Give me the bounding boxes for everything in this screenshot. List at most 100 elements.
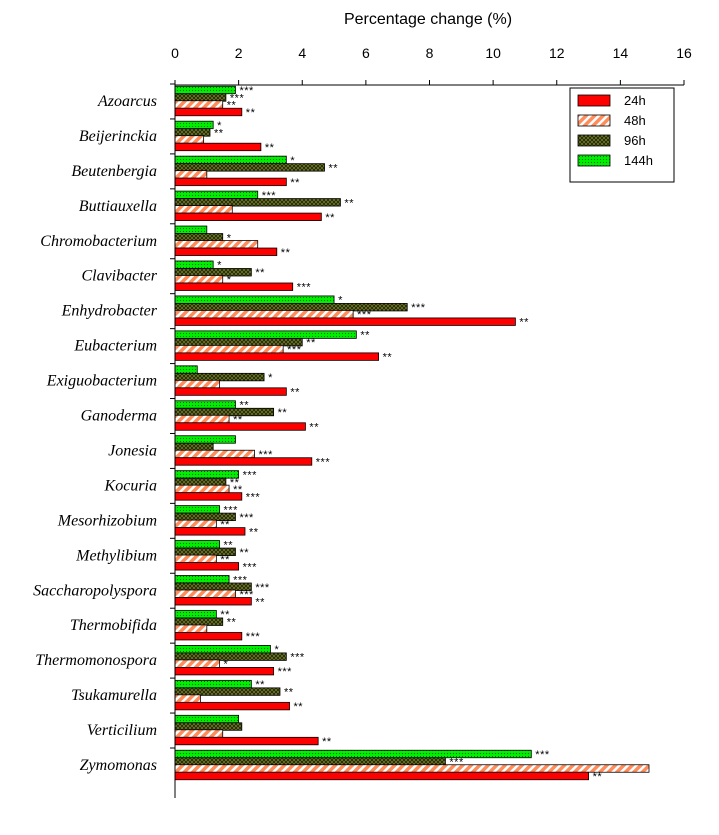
bar-48h xyxy=(174,449,255,459)
bar-48h xyxy=(174,240,259,249)
bar-24h xyxy=(174,387,287,396)
significance-marker: *** xyxy=(278,666,293,678)
bar-144h xyxy=(174,295,335,304)
bar-144h xyxy=(174,575,230,584)
significance-marker: ** xyxy=(593,771,603,783)
category-label: Thermobifida xyxy=(70,617,157,634)
legend-swatch-144h xyxy=(577,154,611,167)
category-label: Enhydrobacter xyxy=(61,303,158,320)
significance-marker: *** xyxy=(297,282,312,294)
bar-24h xyxy=(174,597,252,606)
bar-96h xyxy=(174,652,287,661)
significance-marker: ** xyxy=(294,701,304,713)
bar-48h xyxy=(174,100,224,109)
bar-48h xyxy=(174,729,224,738)
category-label: Azoarcus xyxy=(97,93,157,110)
significance-marker: *** xyxy=(290,652,305,664)
x-tick-label: 12 xyxy=(549,45,565,61)
significance-marker: ** xyxy=(344,197,354,209)
bar-24h xyxy=(174,492,243,501)
significance-marker: *** xyxy=(411,302,426,314)
bar-48h xyxy=(174,589,236,598)
bar-24h xyxy=(174,317,516,326)
bar-96h xyxy=(174,372,265,382)
bar-24h xyxy=(174,667,275,676)
category-label: Buttiauxella xyxy=(79,198,157,215)
significance-marker: ** xyxy=(519,317,529,329)
significance-marker: *** xyxy=(316,456,331,468)
bar-144h xyxy=(174,435,236,444)
bar-24h xyxy=(174,422,306,431)
bar-96h xyxy=(174,303,408,312)
bar-24h xyxy=(174,457,313,466)
bar-24h xyxy=(174,282,294,291)
bar-96h xyxy=(174,407,275,417)
x-tick-label: 8 xyxy=(426,45,434,61)
bar-24h xyxy=(174,771,589,781)
significance-marker: ** xyxy=(329,162,339,174)
significance-marker: ** xyxy=(255,596,265,608)
bar-24h xyxy=(174,736,319,746)
bar-96h xyxy=(174,93,227,102)
category-label: Ganoderma xyxy=(81,408,157,425)
bar-48h xyxy=(174,519,217,529)
bar-48h xyxy=(174,764,650,773)
bar-144h xyxy=(174,610,217,619)
significance-marker: *** xyxy=(239,85,254,97)
bar-144h xyxy=(174,645,271,654)
significance-marker: * xyxy=(290,155,295,167)
significance-marker: ** xyxy=(309,422,319,434)
category-label: Zymomonas xyxy=(80,757,157,774)
significance-marker: * xyxy=(224,659,229,671)
significance-marker: ** xyxy=(278,407,288,419)
bar-24h xyxy=(174,212,322,221)
bar-96h xyxy=(174,477,227,487)
bar-144h xyxy=(174,190,259,199)
significance-marker: ** xyxy=(249,526,259,538)
bar-96h xyxy=(174,198,341,207)
significance-marker: ** xyxy=(281,247,291,259)
category-label: Exiguobacterium xyxy=(46,373,157,390)
significance-marker: *** xyxy=(535,749,550,761)
bar-24h xyxy=(174,177,287,187)
bar-24h xyxy=(174,562,240,571)
bar-48h xyxy=(174,135,205,144)
category-label: Saccharopolyspora xyxy=(33,582,157,599)
bar-96h xyxy=(174,128,211,137)
bar-144h xyxy=(174,714,240,724)
significance-marker: ** xyxy=(322,736,332,748)
legend-label: 144h xyxy=(624,153,653,168)
bar-144h xyxy=(174,120,214,130)
legend-label: 96h xyxy=(624,133,646,148)
bar-48h xyxy=(174,275,224,284)
significance-marker: * xyxy=(227,274,232,286)
bar-48h xyxy=(174,554,217,563)
significance-marker: ** xyxy=(383,352,393,364)
significance-marker: *** xyxy=(243,469,258,481)
significance-marker: ** xyxy=(227,617,237,629)
bar-96h xyxy=(174,233,224,242)
bar-24h xyxy=(174,352,380,361)
significance-marker: ** xyxy=(306,337,316,349)
bar-24h xyxy=(174,142,262,152)
category-label: Thermomonospora xyxy=(35,652,157,669)
significance-marker: *** xyxy=(246,491,261,503)
category-label: Beutenbergia xyxy=(71,163,157,180)
x-tick-label: 0 xyxy=(171,45,179,61)
bar-144h xyxy=(174,365,198,374)
x-tick-label: 14 xyxy=(613,45,629,61)
significance-marker: ** xyxy=(290,177,300,189)
x-tick-label: 4 xyxy=(298,45,306,61)
significance-marker: * xyxy=(268,372,273,384)
significance-marker: ** xyxy=(233,484,243,496)
significance-marker: ** xyxy=(233,414,243,426)
category-label: Clavibacter xyxy=(81,268,157,285)
bar-96h xyxy=(174,268,252,277)
significance-marker: *** xyxy=(246,631,261,643)
bar-48h xyxy=(174,310,354,319)
significance-marker: ** xyxy=(255,267,265,279)
category-label: Chromobacterium xyxy=(40,233,157,250)
bar-48h xyxy=(174,624,208,633)
significance-marker: ** xyxy=(224,539,234,551)
